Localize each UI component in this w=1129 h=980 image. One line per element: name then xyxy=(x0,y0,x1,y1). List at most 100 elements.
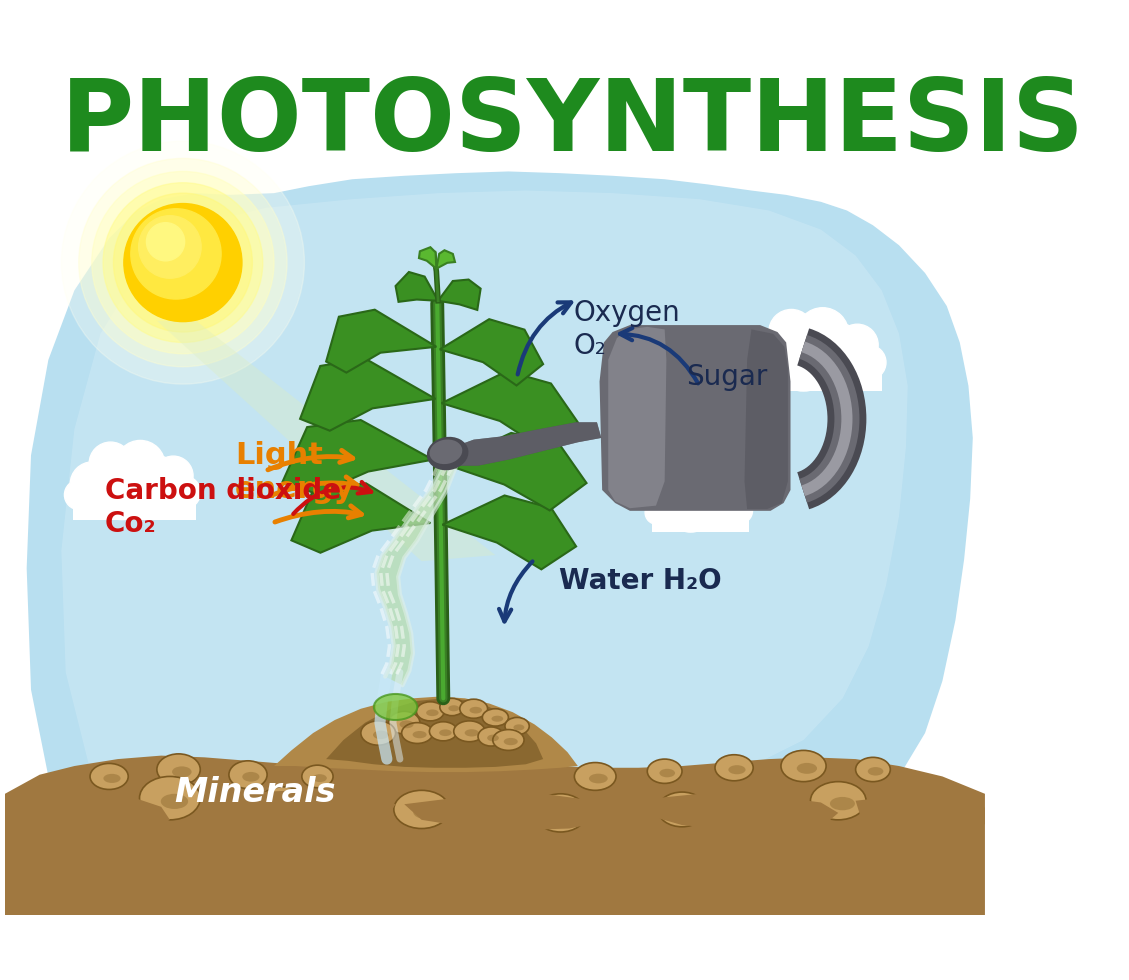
Polygon shape xyxy=(447,422,602,466)
Ellipse shape xyxy=(402,722,432,744)
Ellipse shape xyxy=(658,792,707,827)
Polygon shape xyxy=(752,368,882,391)
Circle shape xyxy=(771,325,837,391)
Circle shape xyxy=(90,457,154,519)
Ellipse shape xyxy=(373,731,388,739)
Polygon shape xyxy=(5,756,984,915)
Text: Light
energy: Light energy xyxy=(235,441,355,504)
Ellipse shape xyxy=(243,772,260,782)
Ellipse shape xyxy=(675,806,697,818)
Ellipse shape xyxy=(259,787,307,821)
Ellipse shape xyxy=(482,709,508,726)
Polygon shape xyxy=(274,697,578,772)
Ellipse shape xyxy=(429,439,462,465)
Ellipse shape xyxy=(160,794,189,809)
Polygon shape xyxy=(437,250,455,269)
Ellipse shape xyxy=(647,760,682,783)
Circle shape xyxy=(61,141,305,384)
Circle shape xyxy=(167,476,201,509)
Ellipse shape xyxy=(417,702,444,721)
Polygon shape xyxy=(300,359,436,430)
Polygon shape xyxy=(157,320,496,562)
Ellipse shape xyxy=(504,738,518,745)
Circle shape xyxy=(695,481,737,523)
Ellipse shape xyxy=(104,774,121,783)
Ellipse shape xyxy=(229,760,268,789)
Ellipse shape xyxy=(589,773,607,783)
Polygon shape xyxy=(204,790,395,827)
Circle shape xyxy=(837,324,878,366)
Text: Minerals: Minerals xyxy=(174,775,335,808)
Circle shape xyxy=(115,440,165,490)
Circle shape xyxy=(769,310,814,355)
Ellipse shape xyxy=(157,754,200,785)
Ellipse shape xyxy=(868,767,883,775)
Circle shape xyxy=(726,498,753,523)
Circle shape xyxy=(811,323,866,379)
Polygon shape xyxy=(609,326,666,509)
Text: Oxygen
O₂: Oxygen O₂ xyxy=(574,299,681,360)
Text: Water H₂O: Water H₂O xyxy=(559,567,721,595)
Ellipse shape xyxy=(491,715,504,721)
Ellipse shape xyxy=(534,794,587,832)
Polygon shape xyxy=(326,310,437,372)
Ellipse shape xyxy=(140,776,200,820)
Polygon shape xyxy=(443,496,576,569)
Polygon shape xyxy=(404,794,613,830)
Ellipse shape xyxy=(426,710,439,716)
Polygon shape xyxy=(282,420,432,494)
Circle shape xyxy=(749,330,796,377)
Polygon shape xyxy=(744,329,788,509)
Text: Carbon dioxide
Co₂: Carbon dioxide Co₂ xyxy=(105,477,341,538)
Polygon shape xyxy=(72,498,196,519)
Ellipse shape xyxy=(856,758,891,782)
Circle shape xyxy=(685,469,725,509)
Circle shape xyxy=(139,216,201,278)
Polygon shape xyxy=(5,794,169,836)
Ellipse shape xyxy=(465,729,479,737)
Circle shape xyxy=(89,442,132,485)
Ellipse shape xyxy=(478,727,504,746)
Circle shape xyxy=(649,486,685,521)
Ellipse shape xyxy=(394,790,449,828)
Polygon shape xyxy=(441,371,578,448)
Ellipse shape xyxy=(172,766,192,777)
Polygon shape xyxy=(419,247,437,269)
Ellipse shape xyxy=(428,438,467,468)
Ellipse shape xyxy=(487,735,499,741)
Polygon shape xyxy=(447,422,602,466)
Circle shape xyxy=(797,308,849,360)
Polygon shape xyxy=(27,172,973,830)
Ellipse shape xyxy=(492,729,524,751)
Ellipse shape xyxy=(715,755,753,781)
Polygon shape xyxy=(651,515,750,532)
Ellipse shape xyxy=(553,809,576,822)
Ellipse shape xyxy=(440,699,464,715)
Ellipse shape xyxy=(448,706,460,711)
Polygon shape xyxy=(856,794,984,833)
Ellipse shape xyxy=(313,774,326,782)
Circle shape xyxy=(851,345,886,380)
Ellipse shape xyxy=(505,717,530,735)
Ellipse shape xyxy=(728,765,745,774)
Ellipse shape xyxy=(470,707,482,713)
Ellipse shape xyxy=(811,782,866,820)
Polygon shape xyxy=(440,319,543,385)
Circle shape xyxy=(147,222,185,261)
Circle shape xyxy=(131,209,221,299)
Ellipse shape xyxy=(797,762,817,774)
Ellipse shape xyxy=(413,806,438,819)
Ellipse shape xyxy=(429,721,457,741)
Ellipse shape xyxy=(388,711,420,734)
Ellipse shape xyxy=(90,763,129,790)
Circle shape xyxy=(716,482,746,514)
Polygon shape xyxy=(438,279,481,310)
Ellipse shape xyxy=(412,731,427,738)
Circle shape xyxy=(129,456,182,508)
Ellipse shape xyxy=(400,720,413,728)
Ellipse shape xyxy=(374,694,418,720)
Circle shape xyxy=(154,456,193,496)
Circle shape xyxy=(124,204,242,321)
Polygon shape xyxy=(599,325,790,511)
Circle shape xyxy=(666,482,716,532)
